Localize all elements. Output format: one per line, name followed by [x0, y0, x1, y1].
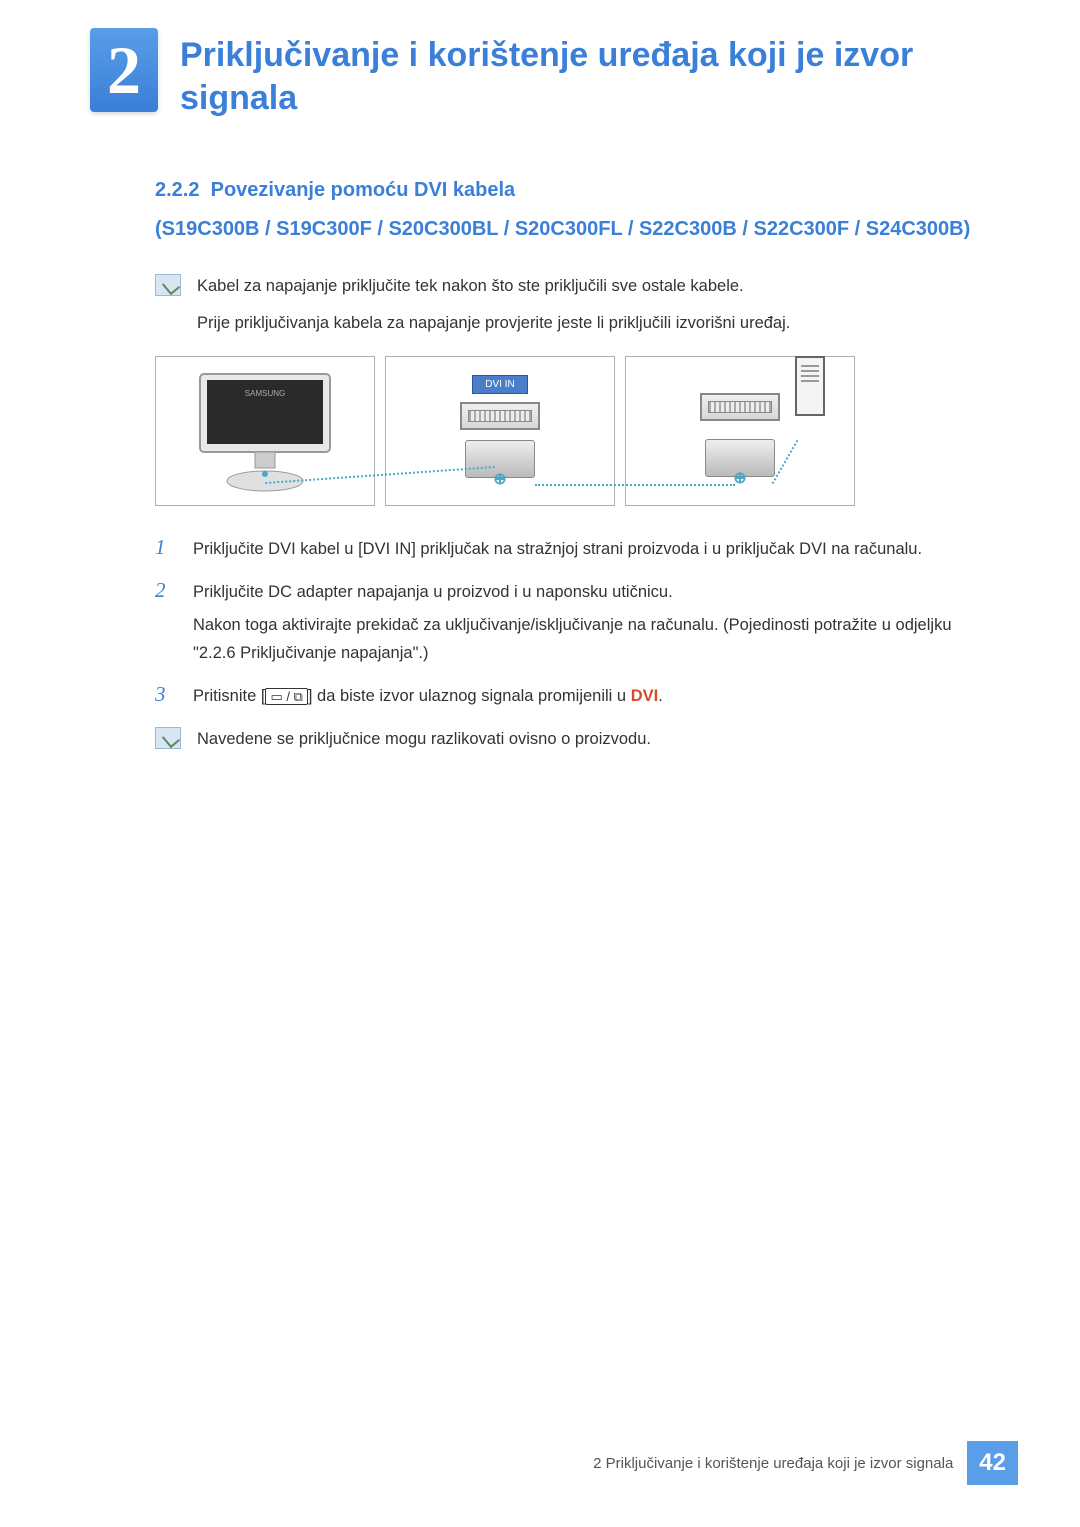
dvi-port-icon [460, 402, 540, 430]
note-icon [155, 727, 181, 749]
connection-diagram: SAMSUNG DVI IN [155, 356, 855, 511]
steps-list: 1 Priključite DVI kabel u [DVI IN] prikl… [155, 535, 990, 711]
pc-dvi-port-icon [700, 393, 780, 421]
source-button-icon: ▭ / ⧉ [265, 688, 307, 705]
note-icon [155, 274, 181, 296]
svg-text:SAMSUNG: SAMSUNG [245, 389, 285, 398]
note-text: Kabel za napajanje priključite tek nakon… [197, 272, 790, 338]
note-block-bottom: Navedene se priključnice mogu razlikovat… [155, 725, 990, 754]
chapter-header: 2 Priključivanje i korištenje uređaja ko… [0, 0, 1080, 119]
chapter-title: Priključivanje i korištenje uređaja koji… [180, 28, 990, 119]
step-number: 2 [155, 578, 173, 669]
note-line-1: Kabel za napajanje priključite tek nakon… [197, 272, 790, 301]
cable-line-2 [535, 484, 735, 486]
footer-chapter-text: 2 Priključivanje i korištenje uređaja ko… [593, 1455, 967, 1472]
section-title: Povezivanje pomoću DVI kabela [211, 179, 516, 201]
step-text: Pritisnite [▭ / ⧉] da biste izvor ulazno… [193, 682, 663, 711]
note-block-top: Kabel za napajanje priključite tek nakon… [155, 272, 990, 338]
page-number: 42 [967, 1441, 1018, 1485]
step-text: Priključite DVI kabel u [DVI IN] priklju… [193, 535, 922, 564]
step-3-post: ] da biste izvor ulaznog signala promije… [308, 687, 631, 705]
note-text: Navedene se priključnice mogu razlikovat… [197, 725, 651, 754]
chapter-number-badge: 2 [90, 28, 158, 112]
dvi-highlight: DVI [631, 687, 659, 705]
section-models: (S19C300B / S19C300F / S20C300BL / S20C3… [155, 214, 990, 244]
page-footer: 2 Priključivanje i korištenje uređaja ko… [593, 1441, 1018, 1485]
period: . [658, 687, 663, 705]
section-heading: 2.2.2 Povezivanje pomoću DVI kabela [155, 179, 990, 202]
section-number: 2.2.2 [155, 179, 199, 201]
note-line-2: Prije priključivanja kabela za napajanje… [197, 309, 790, 338]
dvi-cable-plug-icon [465, 440, 535, 478]
step-number: 1 [155, 535, 173, 564]
step-3: 3 Pritisnite [▭ / ⧉] da biste izvor ulaz… [155, 682, 990, 711]
step-3-pre: Pritisnite [ [193, 687, 265, 705]
step-1: 1 Priključite DVI kabel u [DVI IN] prikl… [155, 535, 990, 564]
dvi-in-label: DVI IN [472, 375, 527, 394]
pc-dvi-plug-icon [705, 439, 775, 477]
step-2-line-b: Nakon toga aktivirajte prekidač za uklju… [193, 611, 990, 669]
pc-tower-icon [795, 356, 825, 416]
monitor-icon: SAMSUNG [185, 366, 345, 496]
step-2-line-a: Priključite DC adapter napajanja u proiz… [193, 578, 990, 607]
step-text: Priključite DC adapter napajanja u proiz… [193, 578, 990, 669]
page-content: 2.2.2 Povezivanje pomoću DVI kabela (S19… [0, 119, 1080, 754]
step-number: 3 [155, 682, 173, 711]
step-2: 2 Priključite DC adapter napajanja u pro… [155, 578, 990, 669]
